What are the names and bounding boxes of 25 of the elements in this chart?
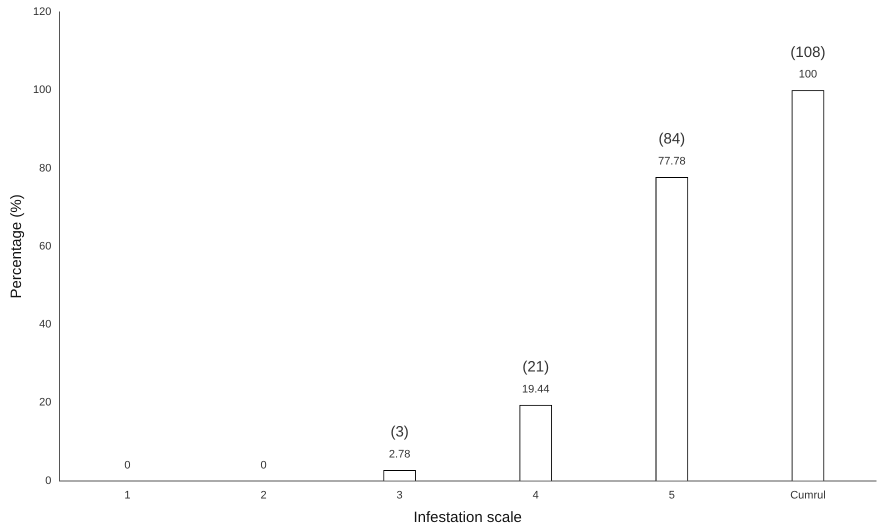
y-tick-label: 100 (32, 84, 52, 96)
y-tick-label: 60 (39, 240, 52, 252)
x-tick-label: 4 (532, 489, 539, 502)
y-tick-label: 20 (39, 396, 52, 409)
x-tick-label: 1 (124, 489, 130, 502)
annotation: (21) (522, 358, 550, 376)
data-label: 19.44 (522, 383, 550, 396)
y-axis-title: Percentage (%) (8, 194, 26, 299)
annotation: (3) (390, 424, 409, 441)
y-tick-label: 120 (32, 6, 52, 18)
data-label: 100 (798, 68, 818, 81)
x-tick-label: 2 (260, 489, 267, 502)
data-label: 0 (124, 459, 130, 472)
y-tick-label: 80 (39, 162, 52, 174)
x-tick-label: Cumrul (790, 489, 826, 502)
y-tick-label: 0 (45, 474, 52, 487)
annotation: (84) (658, 130, 686, 148)
x-tick-label: 5 (668, 489, 675, 502)
x-axis-title: Infestation scale (413, 509, 522, 526)
annotation: (108) (790, 44, 826, 61)
data-label: 0 (260, 459, 267, 472)
x-tick-label: 3 (396, 489, 403, 502)
data-label: 2.78 (388, 448, 410, 460)
y-tick-label: 40 (39, 318, 52, 331)
data-label: 77.78 (658, 155, 686, 168)
